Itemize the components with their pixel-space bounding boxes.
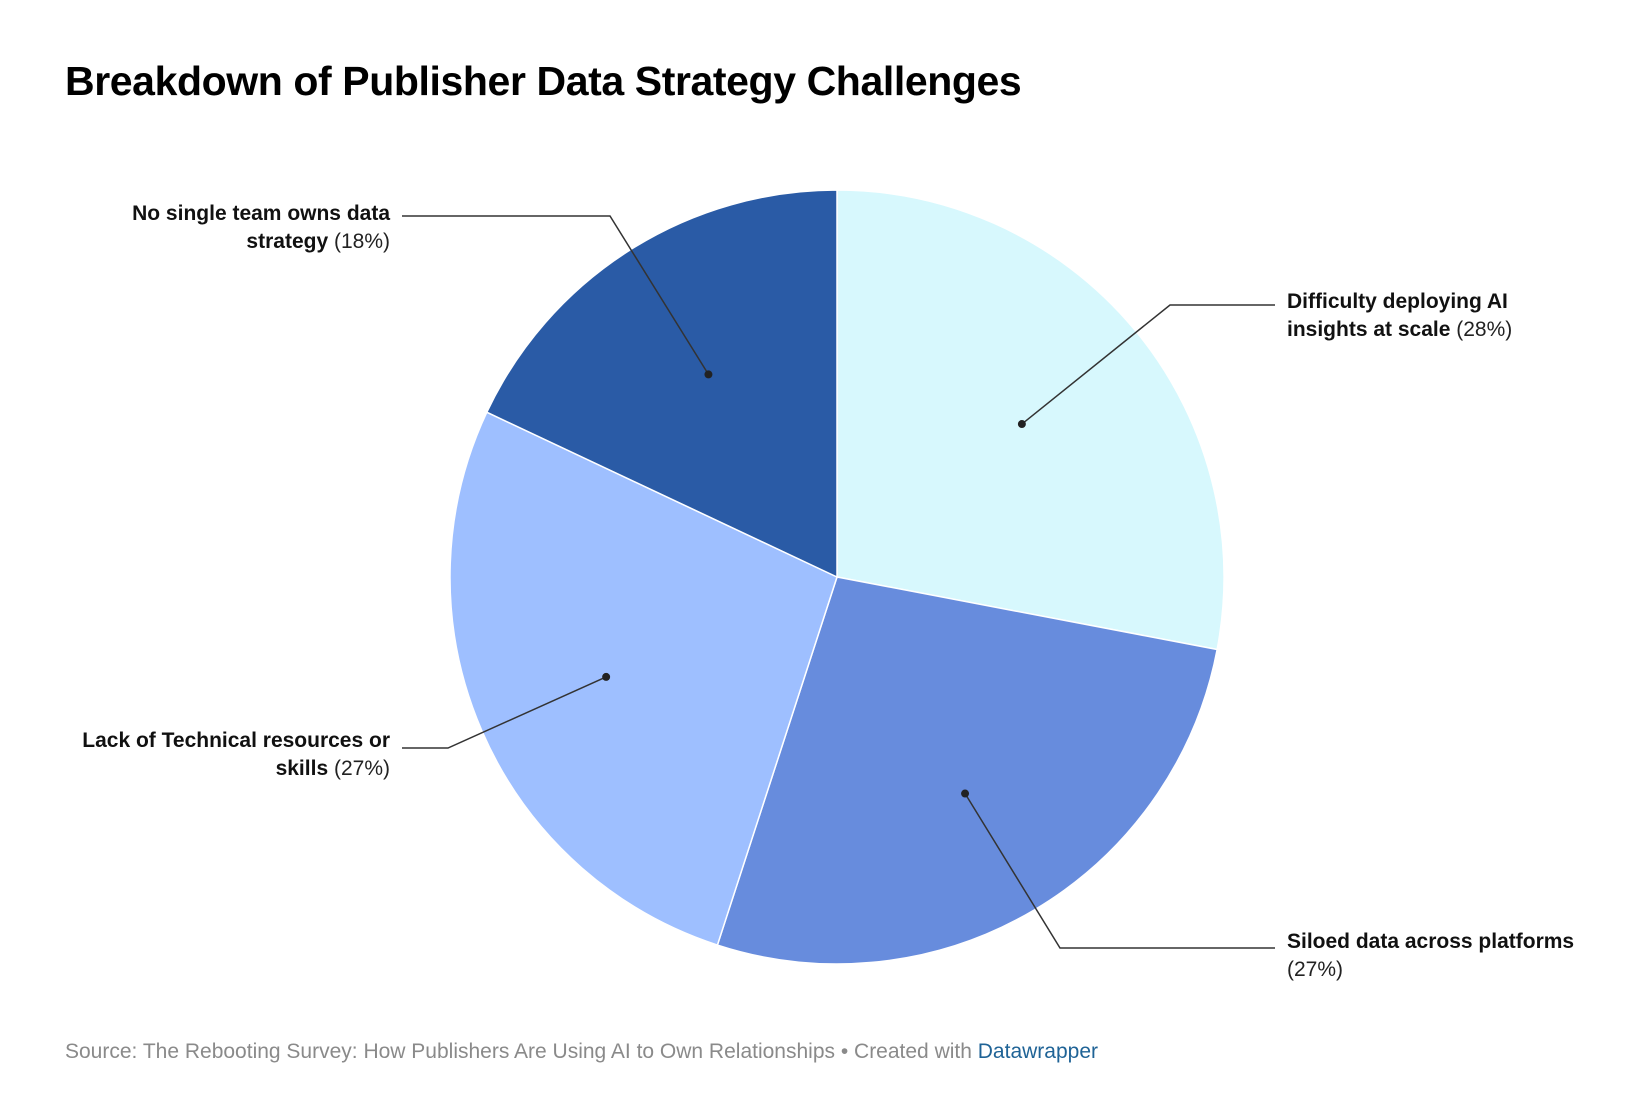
leader-line-difficulty-ai (1021, 304, 1275, 425)
leader-dot-no-single-team (704, 370, 713, 379)
leader-dot-difficulty-ai (1017, 420, 1026, 429)
chart-title: Breakdown of Publisher Data Strategy Cha… (65, 58, 1022, 104)
slice-label-lack-technical: Lack of Technical resources or skills (2… (60, 727, 390, 783)
chart-footer: Source: The Rebooting Survey: How Publis… (65, 1040, 1098, 1064)
pie-slice-lack-technical (449, 411, 838, 947)
pie-slice-difficulty-ai (836, 189, 1225, 651)
slice-label-no-single-team: No single team owns data strategy (18%) (60, 200, 390, 256)
datawrapper-link[interactable]: Datawrapper (977, 1040, 1098, 1063)
slice-label-name: Lack of Technical resources or skills (82, 729, 390, 780)
slice-label-name: Difficulty deploying AI insights at scal… (1287, 290, 1508, 341)
leader-line-no-single-team (402, 215, 710, 375)
leader-line-siloed-data (964, 793, 1275, 949)
slice-label-value: (27%) (1287, 958, 1344, 981)
source-text: Source: The Rebooting Survey: How Publis… (65, 1040, 978, 1063)
pie-slice-siloed-data (716, 576, 1219, 965)
leader-dot-siloed-data (961, 789, 970, 798)
slice-label-name: No single team owns data strategy (132, 202, 390, 253)
pie-slice-no-single-team (485, 189, 838, 579)
slice-label-value: (18%) (333, 230, 390, 253)
leader-dot-lack-technical (602, 672, 611, 681)
slice-label-value: (27%) (333, 757, 390, 780)
slice-label-siloed-data: Siloed data across platforms (27%) (1287, 928, 1617, 984)
slice-label-difficulty-ai: Difficulty deploying AI insights at scal… (1287, 288, 1587, 344)
leader-line-lack-technical (402, 676, 607, 749)
slice-label-value: (28%) (1456, 318, 1513, 341)
slice-label-name: Siloed data across platforms (1287, 930, 1575, 953)
